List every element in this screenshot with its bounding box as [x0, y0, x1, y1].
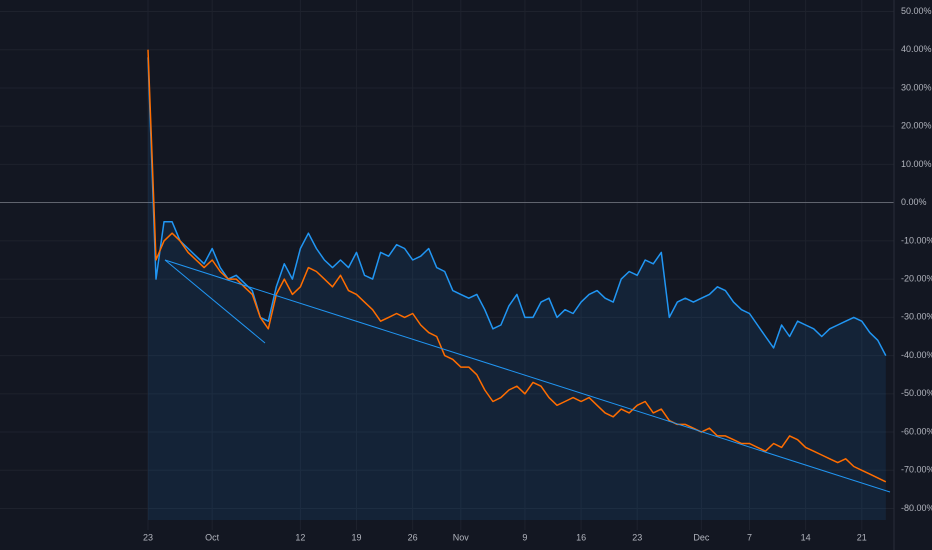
y-tick-label: 10.00%	[901, 159, 932, 169]
x-tick-label: 21	[857, 532, 867, 542]
y-tick-label: -10.00%	[901, 235, 932, 245]
axis: 50.00% 40.00% 30.00% 20.00% 10.00% 0.00% -10.0…	[143, 6, 932, 543]
y-tick-label: -20.00%	[901, 273, 932, 283]
y-tick-label: 50.00%	[901, 6, 932, 16]
plot	[147, 49, 887, 521]
y-tick-label: 0.00%	[901, 197, 927, 207]
y-tick-label: -70.00%	[901, 465, 932, 475]
trend-line	[164, 259, 891, 493]
y-tick-label: 40.00%	[901, 44, 932, 54]
area	[148, 57, 886, 521]
x-tick-label: 14	[801, 532, 811, 542]
x-tick-label: 7	[747, 532, 752, 542]
trend-line	[164, 259, 266, 344]
series-line	[147, 49, 887, 483]
x-tick-label: 16	[576, 532, 586, 542]
x-tick-label: 23	[632, 532, 642, 542]
x-tick-label: 9	[522, 532, 527, 542]
x-tick-label: 23	[143, 532, 153, 542]
y-tick-label: -60.00%	[901, 426, 932, 436]
y-tick-label: 30.00%	[901, 82, 932, 92]
x-tick-label: 19	[352, 532, 362, 542]
x-tick-label: 12	[295, 532, 305, 542]
x-tick-label: Oct	[205, 532, 220, 542]
y-tick-label: -30.00%	[901, 312, 932, 322]
x-tick-label: 26	[408, 532, 418, 542]
x-tick-label: Dec	[693, 532, 710, 542]
y-tick-label: -50.00%	[901, 388, 932, 398]
x-tick-label: Nov	[453, 532, 470, 542]
y-tick-label: -40.00%	[901, 350, 932, 360]
series-line	[147, 57, 887, 356]
y-tick-label: 20.00%	[901, 121, 932, 131]
y-tick-label: -80.00%	[901, 503, 932, 513]
